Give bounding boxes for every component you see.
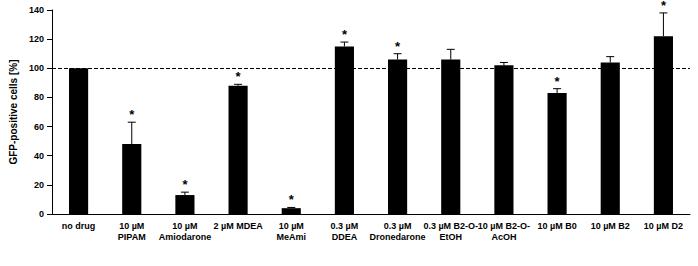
svg-text:*: * (555, 74, 561, 89)
svg-text:DDEA: DDEA (332, 232, 358, 242)
svg-text:GFP-positive cells [%]: GFP-positive cells [%] (8, 59, 19, 164)
svg-text:140: 140 (29, 5, 44, 15)
svg-text:0.3 µM: 0.3 µM (384, 221, 412, 231)
svg-text:10 µM B2-O-: 10 µM B2-O- (478, 221, 530, 231)
svg-text:Dronedarone: Dronedarone (370, 232, 426, 242)
svg-text:*: * (236, 69, 242, 84)
svg-text:MeAmi: MeAmi (276, 232, 306, 242)
svg-text:0.3 µM B2-O-: 0.3 µM B2-O- (423, 221, 478, 231)
svg-text:0.3 µM: 0.3 µM (331, 221, 359, 231)
svg-text:Amiodarone: Amiodarone (159, 232, 212, 242)
svg-text:100: 100 (29, 63, 44, 73)
svg-text:10 µM B0: 10 µM B0 (537, 221, 576, 231)
svg-text:10 µM B2: 10 µM B2 (591, 221, 630, 231)
svg-text:0: 0 (39, 209, 44, 219)
svg-text:10 µM: 10 µM (279, 221, 304, 231)
svg-text:10 µM: 10 µM (119, 221, 144, 231)
svg-text:10 µM: 10 µM (172, 221, 197, 231)
svg-text:AcOH: AcOH (491, 232, 516, 242)
svg-text:120: 120 (29, 34, 44, 44)
svg-text:2 µM MDEA: 2 µM MDEA (213, 221, 263, 231)
svg-text:*: * (129, 107, 135, 122)
svg-text:no drug: no drug (62, 221, 96, 231)
svg-text:20: 20 (34, 180, 44, 190)
svg-text:EtOH: EtOH (440, 232, 463, 242)
svg-text:*: * (395, 39, 401, 54)
svg-text:*: * (661, 0, 667, 13)
svg-text:*: * (289, 192, 295, 207)
svg-text:40: 40 (34, 151, 44, 161)
svg-text:*: * (342, 27, 348, 42)
svg-text:10 µM D2: 10 µM D2 (644, 221, 683, 231)
svg-text:*: * (182, 177, 188, 192)
svg-text:60: 60 (34, 122, 44, 132)
svg-text:80: 80 (34, 92, 44, 102)
svg-text:PIPAM: PIPAM (118, 232, 146, 242)
